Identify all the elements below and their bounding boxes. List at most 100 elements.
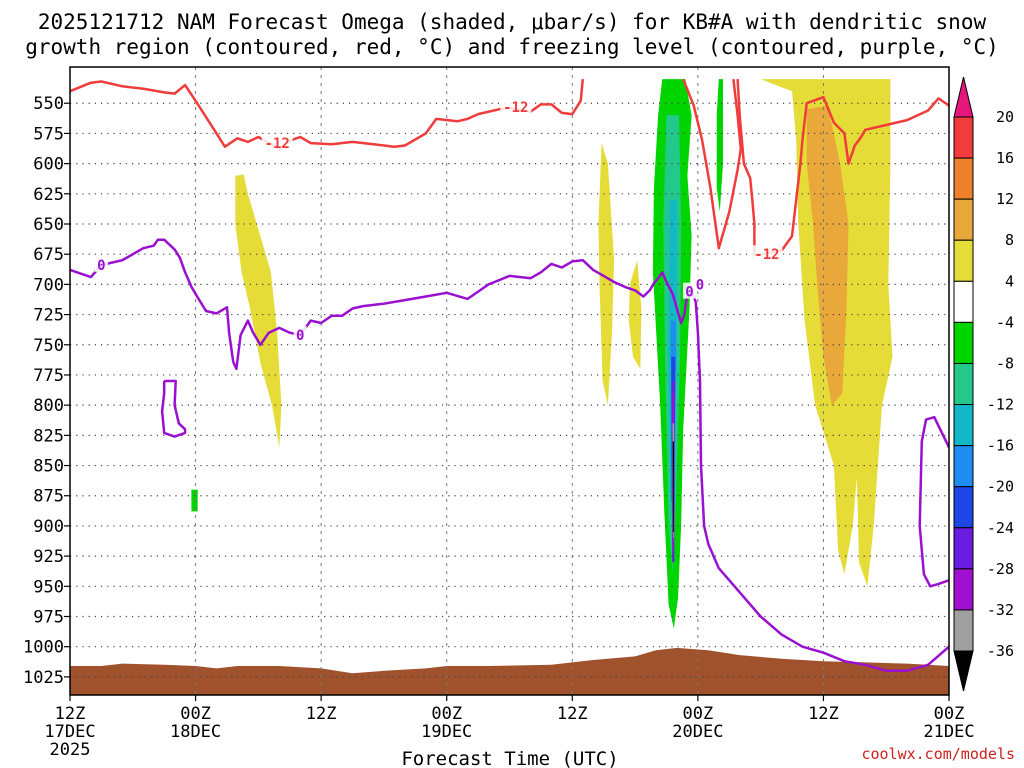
colorbar-segment-10 [953, 486, 974, 529]
colorbar-label-8: -16 [987, 437, 1014, 455]
freezing-label-bg-1 [293, 326, 307, 343]
terrain-fill [70, 647, 949, 695]
colorbar-segment-2 [953, 157, 974, 200]
colorbar-bottom-arrow [953, 650, 974, 692]
colorbar-segment-12 [953, 568, 974, 611]
colorbar-segment-1 [953, 116, 974, 159]
y-tick-label-750: 750 [33, 336, 64, 356]
x-tick-label-6-0: 12Z [808, 704, 839, 724]
y-tick-label-1000: 1000 [23, 638, 64, 658]
x-tick-label-1-1: 18DEC [170, 722, 221, 742]
y-tick-label-800: 800 [33, 396, 64, 416]
omega-region-neg-omega-18dec [191, 489, 198, 512]
omega-region-neg-omega-20dec-b [716, 79, 723, 212]
freezing-label-bg-3 [693, 275, 707, 292]
x-tick-label-1-0: 00Z [180, 704, 211, 724]
credit-text: coolwx.com/models [861, 745, 1015, 763]
colorbar-segment-6 [953, 321, 974, 364]
dgz-label-bg-1 [500, 97, 532, 114]
chart-title-line1: 2025121712 NAM Forecast Omega (shaded, μ… [38, 10, 987, 34]
colorbar-label-11: -28 [987, 560, 1014, 578]
y-tick-label-850: 850 [33, 457, 64, 477]
y-tick-label-950: 950 [33, 577, 64, 597]
colorbar-label-6: -8 [996, 354, 1014, 372]
x-tick-label-3-1: 19DEC [421, 722, 472, 742]
y-tick-label-600: 600 [33, 155, 64, 175]
x-tick-label-7-0: 00Z [934, 704, 965, 724]
freezing-contour-2 [918, 415, 949, 588]
colorbar-segment-11 [953, 527, 974, 570]
y-tick-label-650: 650 [33, 215, 64, 235]
x-tick-label-0-2: 2025 [50, 740, 91, 760]
terrain-layer [70, 647, 949, 695]
y-tick-label-825: 825 [33, 426, 64, 446]
colorbar-segment-13 [953, 609, 974, 652]
omega-region-neg-omega-20dec-core [672, 441, 674, 532]
dgz-label-0: -12 [265, 136, 290, 152]
colorbar-label-0: 20 [996, 108, 1014, 126]
x-tick-label-5-0: 00Z [682, 704, 713, 724]
x-tick-label-4-0: 12Z [557, 704, 588, 724]
x-axis-title: Forecast Time (UTC) [401, 748, 618, 768]
colorbar-segment-8 [953, 404, 974, 447]
y-tick-label-875: 875 [33, 487, 64, 507]
colorbar-label-3: 8 [1005, 231, 1014, 249]
freezing-label-3: 0 [696, 277, 704, 293]
colorbar: 20 16 12 8 4 -4 -8 -12 -16 -20 -24 -28 -32 -36 [953, 76, 1014, 692]
chart-title-line2: growth region (contoured, red, °C) and f… [25, 35, 999, 59]
dgz-label-bg-0 [261, 134, 293, 151]
y-tick-label-725: 725 [33, 306, 64, 326]
x-tick-label-0-1: 17DEC [44, 722, 95, 742]
colorbar-label-1: 16 [996, 149, 1014, 167]
colorbar-segment-9 [953, 445, 974, 488]
x-tick-label-2-0: 12Z [306, 704, 337, 724]
y-tick-label-775: 775 [33, 366, 64, 386]
freezing-contour-0 [70, 238, 949, 673]
y-tick-label-975: 975 [33, 608, 64, 628]
dgz-contour-2 [736, 79, 949, 257]
y-tick-label-1025: 1025 [23, 668, 64, 688]
y-tick-label-925: 925 [33, 547, 64, 567]
x-tick-label-3-0: 00Z [431, 704, 462, 724]
colorbar-label-12: -32 [987, 601, 1014, 619]
colorbar-label-9: -20 [987, 478, 1014, 496]
colorbar-label-5: -4 [996, 313, 1014, 331]
y-tick-label-625: 625 [33, 185, 64, 205]
dgz-contour-1 [682, 78, 743, 250]
colorbar-label-4: 4 [1005, 272, 1014, 290]
colorbar-label-7: -12 [987, 396, 1014, 414]
plot-frame [69, 66, 950, 696]
freezing-level-contours [70, 238, 949, 673]
y-axis-ticks: 550 575 600 625 650 675 700 725 750 775 800 825 850 8… [23, 94, 70, 688]
freezing-label-bg-2 [682, 282, 696, 299]
omega-region-pos-omega-20dec-a [598, 143, 615, 406]
dgz-label-1: -12 [503, 100, 528, 116]
omega-region-pos-omega-20dec-core [806, 105, 849, 406]
colorbar-top-arrow [953, 76, 974, 118]
colorbar-segment-4 [953, 239, 974, 282]
y-tick-label-575: 575 [33, 124, 64, 144]
y-tick-label-550: 550 [33, 94, 64, 114]
freezing-label-1: 0 [296, 328, 304, 344]
freezing-label-bg-0 [94, 256, 108, 273]
colorbar-segment-7 [953, 362, 974, 406]
colorbar-label-2: 12 [996, 190, 1014, 208]
colorbar-segment-3 [953, 198, 974, 241]
omega-region-pos-omega-18dec-0315z [235, 174, 282, 448]
freezing-label-2: 0 [685, 285, 693, 301]
colorbar-segment-5 [953, 280, 974, 323]
dgz-label-2: -12 [754, 247, 779, 263]
freezing-label-0: 0 [97, 258, 105, 274]
freezing-contour-1 [160, 379, 187, 438]
dgz-label-bg-2 [751, 245, 783, 262]
y-tick-label-900: 900 [33, 517, 64, 537]
colorbar-label-13: -36 [987, 642, 1014, 660]
y-tick-label-700: 700 [33, 275, 64, 295]
colorbar-label-10: -24 [987, 519, 1014, 537]
x-tick-label-0-0: 12Z [55, 704, 86, 724]
x-tick-label-7-1: 21DEC [923, 722, 974, 742]
